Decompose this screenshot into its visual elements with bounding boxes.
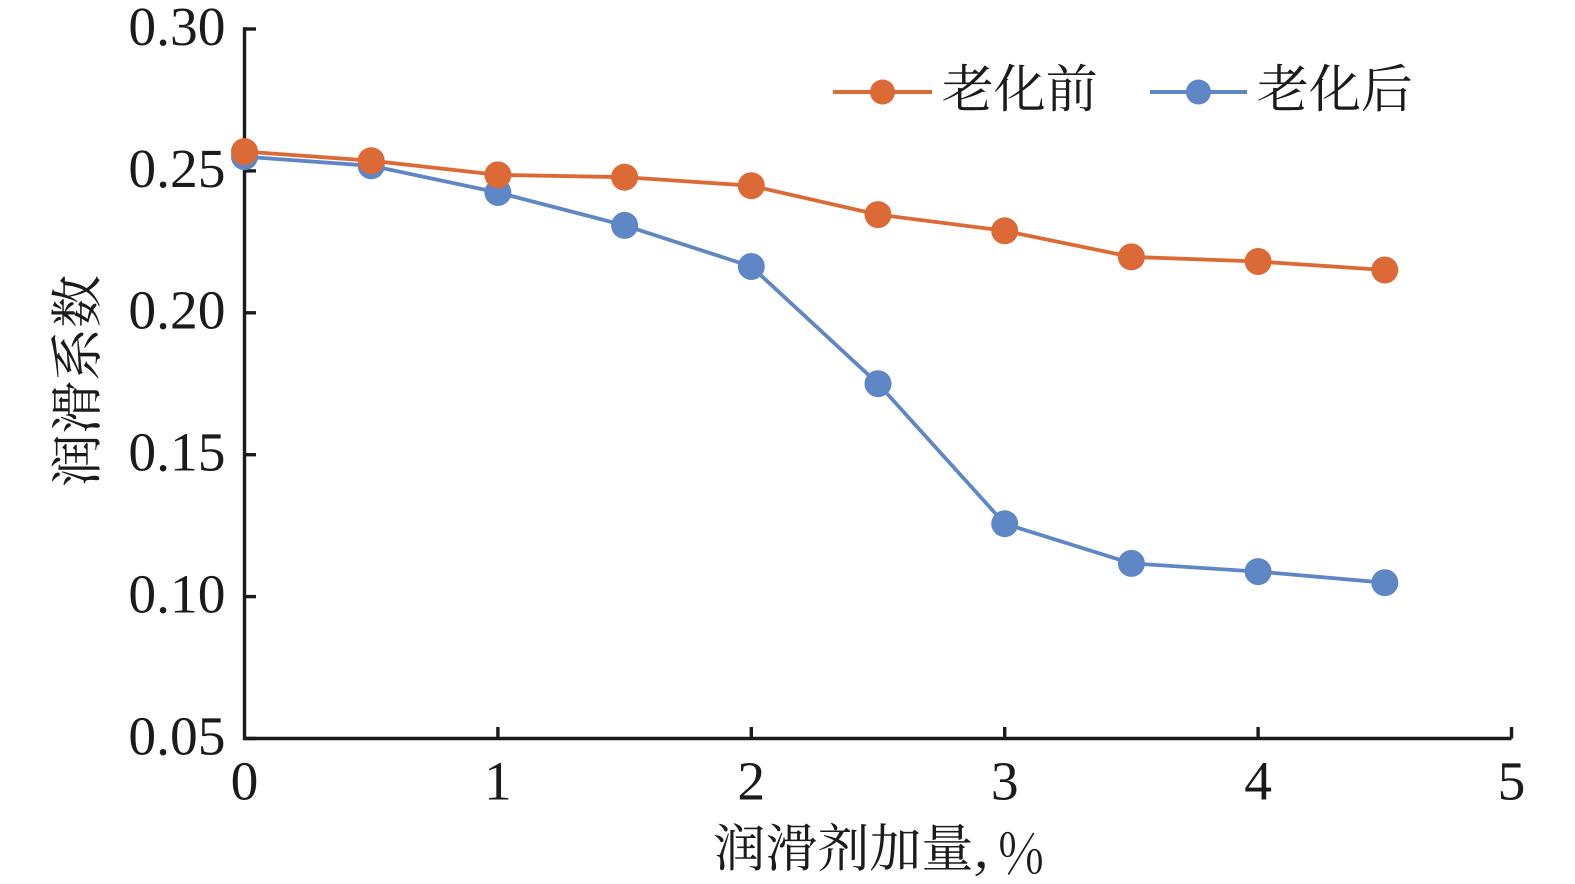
svg-text:3: 3 bbox=[991, 752, 1019, 813]
svg-text:0: 0 bbox=[231, 752, 259, 813]
svg-text:0.30: 0.30 bbox=[128, 0, 225, 58]
svg-text:5: 5 bbox=[1498, 752, 1526, 813]
svg-text:0.20: 0.20 bbox=[128, 281, 225, 342]
svg-text:0.25: 0.25 bbox=[128, 139, 225, 200]
svg-text:0.10: 0.10 bbox=[128, 565, 225, 626]
svg-text:2: 2 bbox=[737, 752, 765, 813]
svg-text:4: 4 bbox=[1244, 752, 1272, 813]
svg-text:0.15: 0.15 bbox=[128, 423, 225, 484]
svg-text:0.05: 0.05 bbox=[128, 706, 225, 767]
svg-text:1: 1 bbox=[484, 752, 512, 813]
